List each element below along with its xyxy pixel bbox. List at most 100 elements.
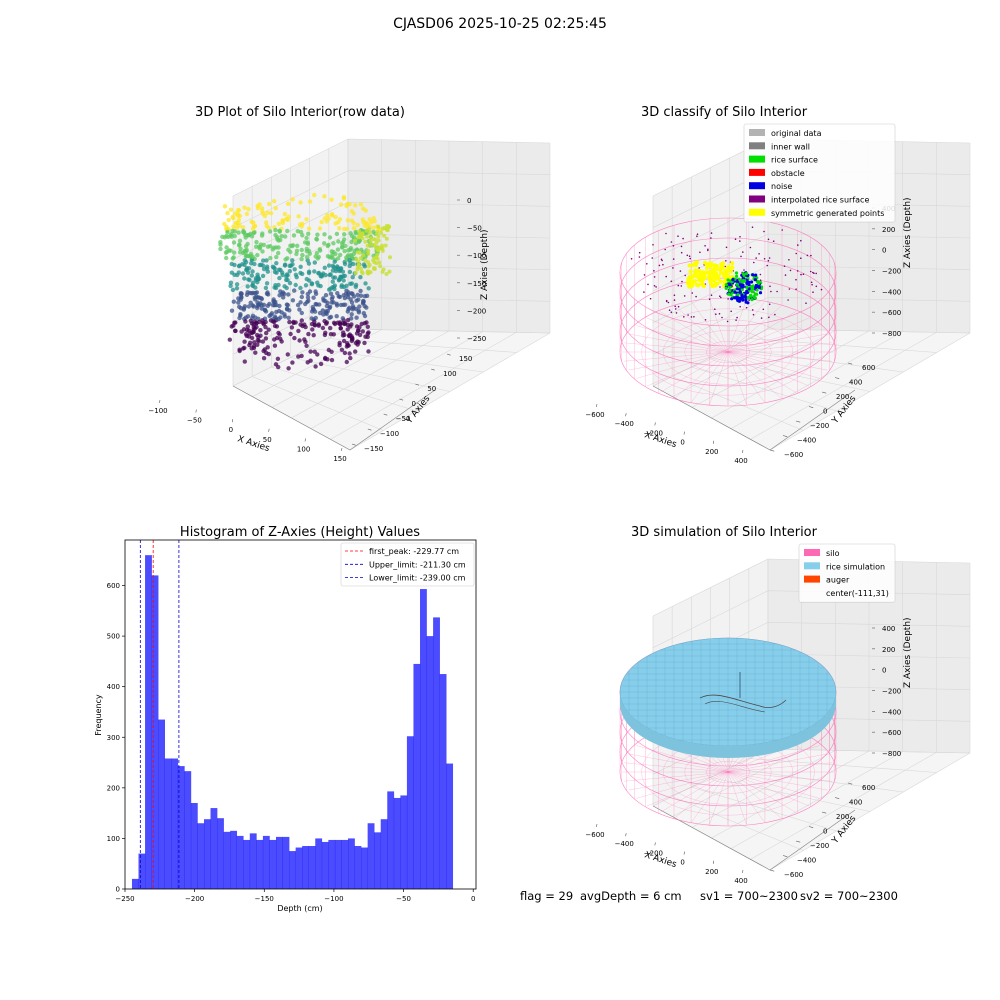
data-point xyxy=(274,324,280,329)
classified-point xyxy=(738,296,742,300)
data-point xyxy=(222,204,228,209)
grid-line xyxy=(347,328,551,334)
data-point xyxy=(272,199,277,204)
status-avg-depth: avgDepth = 6 cm xyxy=(580,889,682,903)
data-point xyxy=(251,345,257,351)
symmetric-point xyxy=(687,283,692,287)
data-point xyxy=(260,231,265,236)
data-point xyxy=(322,332,328,338)
grid-line xyxy=(748,758,937,773)
data-point xyxy=(304,343,309,348)
interpolated-point xyxy=(812,271,814,274)
data-point xyxy=(291,233,297,238)
data-point xyxy=(285,228,290,234)
data-point xyxy=(357,229,362,234)
data-point xyxy=(342,232,347,237)
data-point xyxy=(299,294,304,300)
data-point xyxy=(374,245,378,250)
tick-label: −250 xyxy=(467,335,486,343)
data-point xyxy=(224,233,229,239)
silo-floor-spoke xyxy=(727,306,782,353)
classified-point xyxy=(731,278,735,282)
data-point xyxy=(237,347,242,352)
z-axis-label: Z Axies (Depth) xyxy=(903,197,913,268)
grid-line xyxy=(652,558,971,617)
symmetric-point xyxy=(700,282,705,287)
data-point xyxy=(268,255,273,261)
data-point xyxy=(238,312,243,317)
tick-mark xyxy=(847,362,853,365)
interpolated-point xyxy=(710,294,713,297)
data-point xyxy=(259,206,265,211)
data-point xyxy=(297,338,302,343)
tick-label: 200 xyxy=(882,646,895,654)
histogram-bar xyxy=(243,839,251,889)
figure-title: CJASD06 2025-10-25 02:25:45 xyxy=(393,16,607,32)
data-point xyxy=(284,274,289,279)
histogram-bar xyxy=(230,830,238,889)
data-point xyxy=(263,285,269,291)
data-point xyxy=(252,230,257,235)
data-point xyxy=(347,305,352,310)
symmetric-point xyxy=(693,279,697,284)
symmetric-point xyxy=(705,265,709,270)
interpolated-point xyxy=(718,313,721,315)
tick-label: 400 xyxy=(734,457,747,465)
data-point xyxy=(285,302,290,308)
data-point xyxy=(290,197,295,202)
data-point xyxy=(318,283,323,289)
tick-label: 50 xyxy=(263,436,272,444)
tick-mark xyxy=(769,869,775,872)
data-point xyxy=(353,282,359,288)
data-point xyxy=(322,265,327,270)
silo-floor-spoke xyxy=(628,333,729,353)
data-point xyxy=(345,327,350,332)
data-point xyxy=(276,317,281,322)
interpolated-point xyxy=(684,274,686,277)
data-point xyxy=(305,360,310,365)
tick-mark xyxy=(159,399,161,404)
data-point xyxy=(243,319,248,324)
interpolated-point xyxy=(805,302,807,305)
data-point xyxy=(349,312,354,317)
data-point xyxy=(333,221,338,226)
data-point xyxy=(345,317,351,323)
data-point xyxy=(362,340,367,346)
tick-mark xyxy=(795,420,801,423)
data-point xyxy=(257,245,263,250)
histogram-bar xyxy=(131,878,139,889)
tick-mark xyxy=(399,398,404,401)
data-point xyxy=(309,281,315,286)
data-point xyxy=(342,226,347,232)
data-point xyxy=(330,294,335,300)
silo-floor-spoke xyxy=(727,351,797,393)
interpolated-point xyxy=(809,270,812,273)
silo-floor-spoke xyxy=(727,351,782,398)
data-point xyxy=(311,295,316,300)
legend-frame xyxy=(340,542,475,587)
data-point xyxy=(228,283,233,289)
plot-frame xyxy=(124,539,477,890)
legend-swatch xyxy=(749,168,765,176)
interpolated-point xyxy=(768,316,770,319)
interpolated-point xyxy=(630,258,633,260)
symmetric-point xyxy=(702,272,707,277)
silo-floor-spoke xyxy=(727,342,833,353)
data-point xyxy=(255,206,261,211)
data-point xyxy=(265,244,271,249)
data-point xyxy=(332,286,337,292)
interpolated-point xyxy=(672,258,675,260)
data-point xyxy=(325,213,330,218)
data-point xyxy=(362,303,367,309)
data-point xyxy=(376,238,381,243)
data-point xyxy=(280,218,285,223)
classified-point xyxy=(750,280,754,284)
classified-point xyxy=(736,298,740,302)
data-point xyxy=(347,332,353,337)
tick-label: 100 xyxy=(443,370,456,378)
legend-label: center(-111,31) xyxy=(826,589,889,598)
data-point xyxy=(266,351,271,357)
data-point xyxy=(253,315,258,320)
data-point xyxy=(384,223,389,228)
interpolated-point xyxy=(770,290,772,293)
